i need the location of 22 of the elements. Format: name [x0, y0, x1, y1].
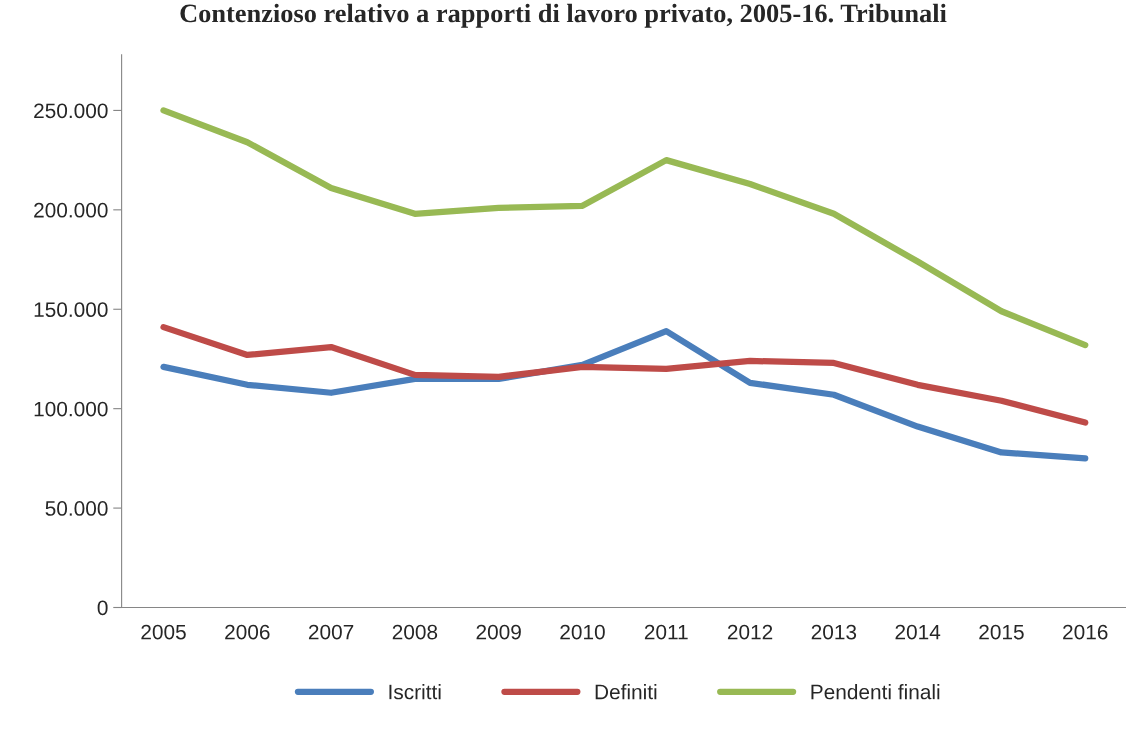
y-tick-label: 100.000: [34, 401, 108, 417]
x-tick-label: 2008: [392, 624, 438, 640]
y-tick-label: 50.000: [45, 501, 108, 516]
chart-title: Contenzioso relativo a rapporti di lavoro privato, 2005-16. Tribunali: [180, 3, 947, 28]
x-tick-label: 2014: [895, 624, 941, 640]
x-tick-label: 2010: [560, 624, 605, 640]
legend-label: Iscritti: [389, 684, 441, 700]
y-tick-label: 0: [97, 600, 108, 616]
x-tick-label: 2016: [1063, 624, 1108, 640]
x-tick-label: 2013: [811, 624, 857, 640]
x-tick-label: 2015: [979, 624, 1024, 640]
legend-label: Definiti: [595, 684, 657, 700]
x-tick-label: 2012: [727, 624, 773, 640]
y-tick-label: 200.000: [34, 202, 108, 218]
y-tick-label: 250.000: [34, 103, 108, 119]
y-tick-label: 150.000: [34, 302, 108, 318]
x-tick-label: 2011: [644, 624, 688, 640]
x-tick-label: 2006: [225, 624, 270, 640]
x-tick-label: 2007: [308, 624, 354, 640]
x-tick-label: 2009: [476, 624, 521, 640]
x-tick-label: 2005: [141, 624, 186, 640]
legend-label: Pendenti finali: [811, 684, 940, 700]
